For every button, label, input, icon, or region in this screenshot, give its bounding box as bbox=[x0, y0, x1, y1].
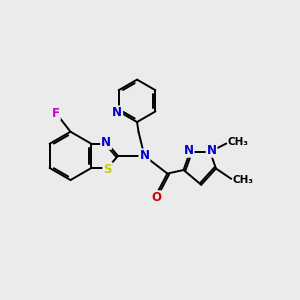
Text: O: O bbox=[151, 191, 161, 204]
Text: N: N bbox=[206, 144, 217, 157]
Text: N: N bbox=[112, 106, 122, 119]
Text: F: F bbox=[52, 107, 60, 120]
Text: N: N bbox=[184, 144, 194, 157]
Text: CH₃: CH₃ bbox=[228, 137, 249, 147]
Text: S: S bbox=[103, 163, 112, 176]
Text: N: N bbox=[101, 136, 111, 149]
Text: CH₃: CH₃ bbox=[233, 175, 254, 185]
Text: N: N bbox=[140, 149, 149, 162]
